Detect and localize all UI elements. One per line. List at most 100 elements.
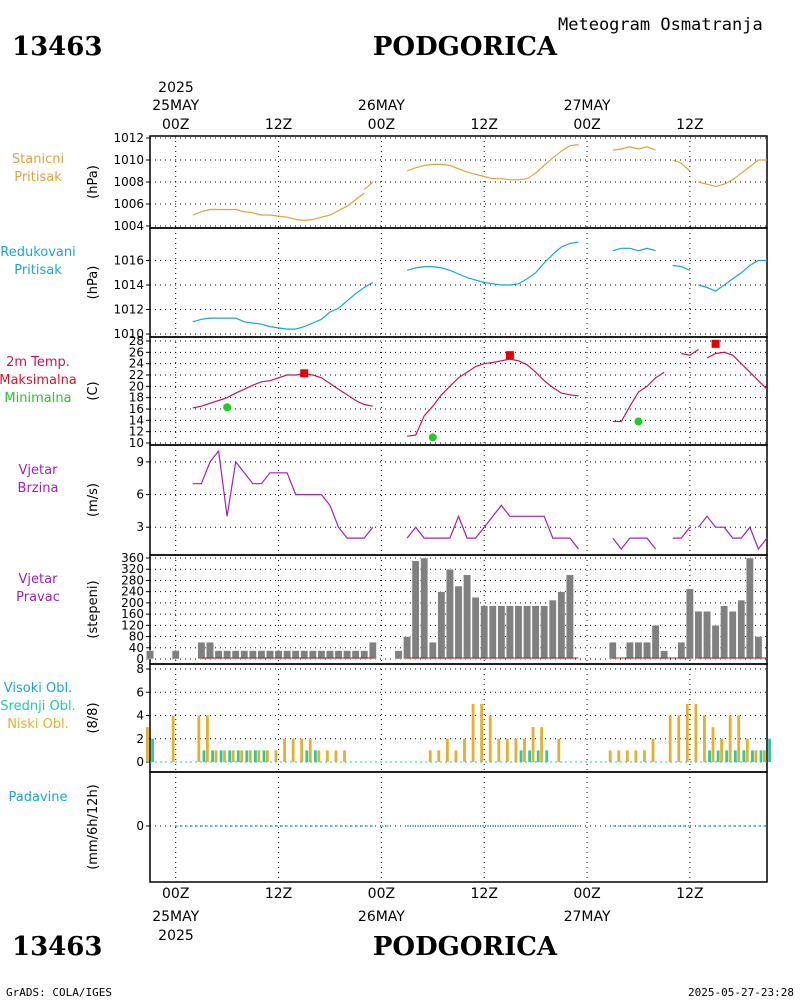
wind-dir-bar xyxy=(428,641,437,660)
wind-dir-bar xyxy=(446,569,454,660)
wind-dir-bar xyxy=(368,641,377,660)
wind-dir-bar xyxy=(660,650,669,660)
wind-dir-bar xyxy=(540,605,549,660)
cloud-bar xyxy=(171,715,175,762)
y-tick-label: 360 xyxy=(121,551,144,565)
cloud-bar xyxy=(248,750,252,762)
wind-dir-bar xyxy=(720,605,728,660)
cloud-bar xyxy=(754,750,758,762)
cloud-bar xyxy=(334,750,338,762)
top-date-label: 25MAY xyxy=(152,98,199,114)
bottom-tick-label: 12Z xyxy=(676,886,703,902)
tmin-marker xyxy=(223,403,232,412)
cloud-bar xyxy=(728,715,732,762)
panel-label: Brzina xyxy=(18,481,59,496)
station-id-top: 13463 xyxy=(12,32,102,62)
cloud-bar xyxy=(536,750,540,762)
wind-dir-bar xyxy=(351,650,360,660)
panel-unit: (C) xyxy=(86,381,101,400)
series-line xyxy=(406,241,579,286)
wind-dir-bar xyxy=(411,560,420,660)
cloud-bar xyxy=(745,738,749,762)
wind-dir-bar xyxy=(403,636,411,660)
series-line xyxy=(706,351,768,390)
y-tick-label: 2 xyxy=(136,732,144,746)
y-tick-label: 1006 xyxy=(113,197,144,211)
y-tick-label: 26 xyxy=(129,345,144,359)
cloud-bar xyxy=(146,727,149,762)
cloud-bar xyxy=(685,703,689,762)
tmin-marker xyxy=(634,417,643,426)
y-tick-label: 6 xyxy=(136,685,144,699)
cloud-bar xyxy=(514,738,518,762)
y-tick-label: 1014 xyxy=(113,278,144,292)
cloud-bar xyxy=(325,750,329,762)
tmin-marker xyxy=(428,433,437,442)
panel-label: Visoki Obl. xyxy=(4,681,72,696)
cloud-bar xyxy=(531,727,535,762)
y-tick-label: 240 xyxy=(121,585,144,599)
wind-dir-bar xyxy=(557,591,566,660)
cloud-bar xyxy=(266,750,269,762)
panel-unit: (hPa) xyxy=(86,266,101,300)
cloud-bar xyxy=(219,750,223,762)
wind-dir-bar xyxy=(703,611,711,660)
wind-dir-bar xyxy=(471,597,480,660)
y-tick-label: 18 xyxy=(129,391,144,405)
wind-dir-bar xyxy=(343,650,351,660)
series-line xyxy=(192,373,373,409)
wind-dir-bar xyxy=(248,650,257,660)
cloud-bar xyxy=(505,738,509,762)
panel-label: Srednji Obl. xyxy=(0,699,75,714)
cloud-bar xyxy=(625,750,629,762)
cloud-bar xyxy=(488,715,492,762)
bottom-tick-label: 12Z xyxy=(471,886,498,902)
wind-dir-bar xyxy=(308,650,317,660)
cloud-bar xyxy=(557,738,561,762)
series-line xyxy=(407,358,579,437)
wind-dir-bar xyxy=(223,650,231,660)
series-line xyxy=(612,371,665,423)
wind-dir-bar xyxy=(266,650,274,660)
cloud-bar xyxy=(608,750,612,762)
wind-dir-bar xyxy=(420,557,429,660)
wind-dir-bar xyxy=(514,605,523,660)
bottom-tick-label: 00Z xyxy=(162,886,189,902)
y-tick-label: 40 xyxy=(129,641,144,655)
station-id-bottom: 13463 xyxy=(12,932,102,962)
cloud-bar xyxy=(262,750,266,762)
cloud-bar xyxy=(708,750,711,762)
cloud-bar xyxy=(240,750,244,762)
panel-label: Pritisak xyxy=(14,170,62,185)
panel-label: Stanicni xyxy=(12,152,64,167)
top-time-axis: 00Z 12Z 00Z 12Z 00Z 12Z 25MAY 26MAY 27MAY xyxy=(152,98,703,133)
station-name-bottom: PODGORICA xyxy=(373,932,558,962)
wind-dir-bar xyxy=(686,588,694,660)
top-tick-label: 12Z xyxy=(471,117,498,133)
bottom-time-axis: 00Z 12Z 00Z 12Z 00Z 12Z 25MAY 26MAY 27MAY xyxy=(152,886,703,925)
wind-dir-bar xyxy=(728,611,737,660)
series-line xyxy=(612,537,657,550)
y-tick-label: 1012 xyxy=(113,131,144,145)
cloud-bar xyxy=(643,750,646,762)
cloud-bar xyxy=(733,750,737,762)
y-tick-label: 120 xyxy=(121,618,144,632)
series-line xyxy=(672,159,691,172)
tmax-marker xyxy=(711,339,720,348)
wind-dir-bar xyxy=(394,650,403,660)
cloud-bar xyxy=(759,750,763,762)
cloud-bar xyxy=(445,738,449,762)
cloud-bar xyxy=(471,703,475,762)
panel-redukovani: 1010 1012 1014 1016 (hPa) Redukovani Pritisak xyxy=(0,227,768,341)
cloud-bar xyxy=(523,738,526,762)
top-tick-label: 12Z xyxy=(265,117,292,133)
series-line xyxy=(406,504,579,550)
tmax-marker xyxy=(505,351,514,360)
cloud-bar xyxy=(703,715,706,762)
wind-dir-bar xyxy=(608,641,617,660)
cloud-bar xyxy=(519,750,523,762)
y-tick-label: 3 xyxy=(136,520,144,534)
bottom-date-label: 26MAY xyxy=(358,909,405,925)
series-line xyxy=(681,349,699,356)
cloud-bar xyxy=(497,738,501,762)
